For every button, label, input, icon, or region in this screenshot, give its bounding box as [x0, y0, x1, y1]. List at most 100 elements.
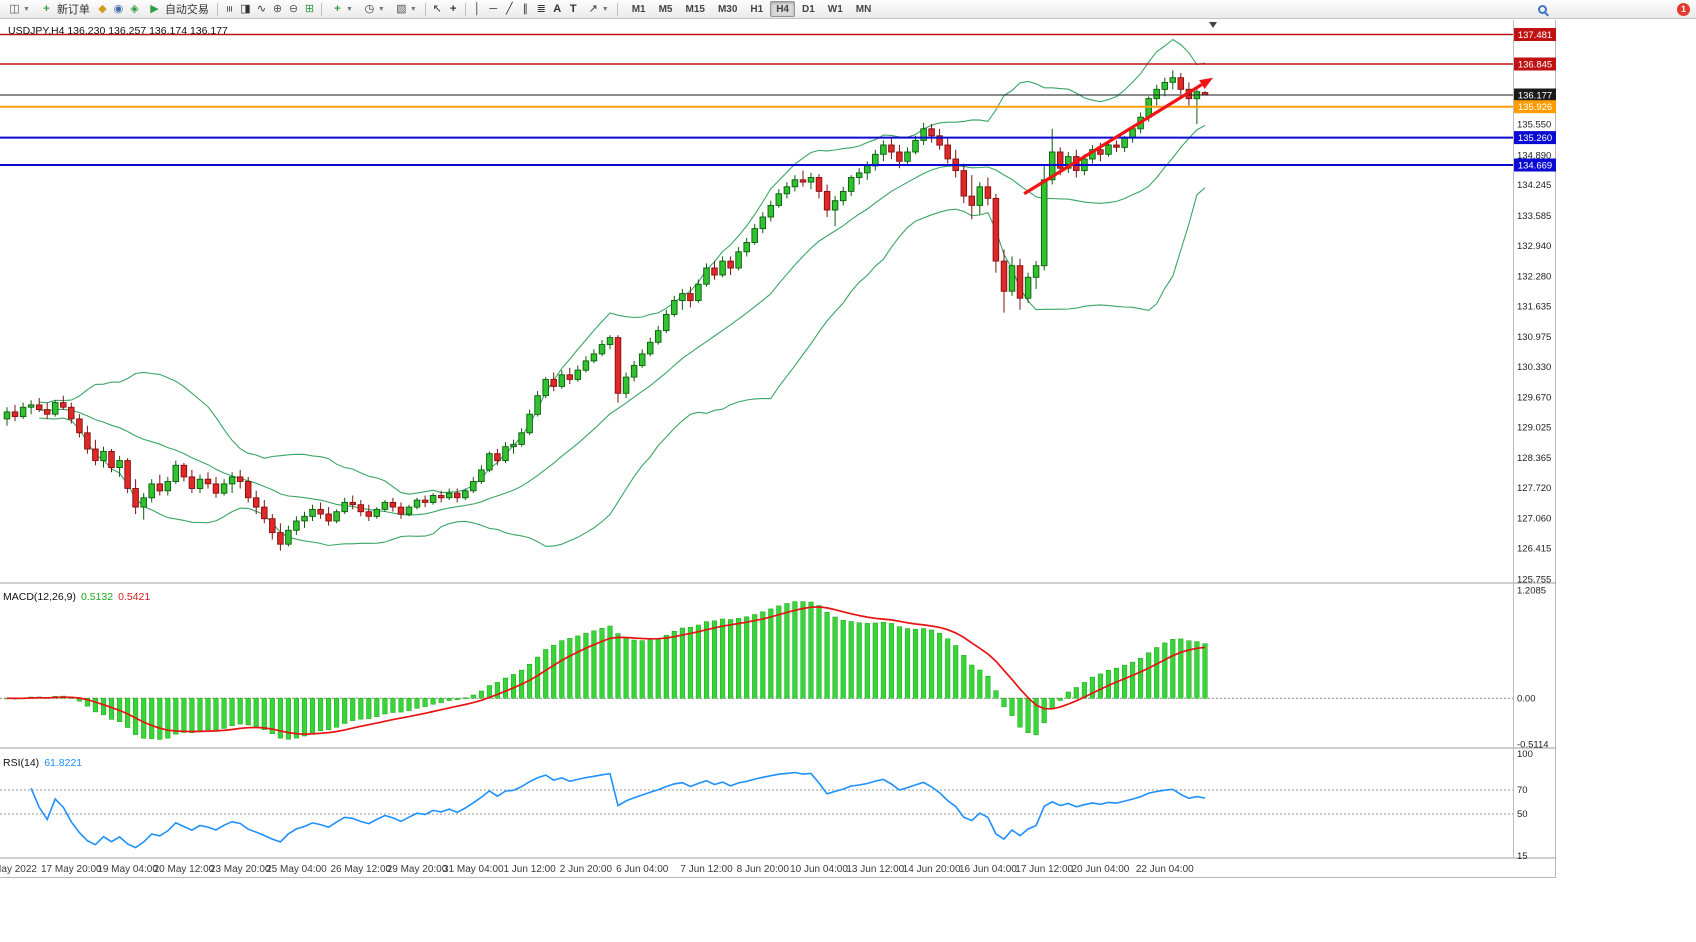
- zoom-out-icon[interactable]: ⊖: [288, 3, 299, 15]
- svg-text:20 Jun 04:00: 20 Jun 04:00: [1071, 864, 1129, 875]
- svg-text:137.481: 137.481: [1518, 30, 1552, 41]
- chart-menu-button[interactable]: ◫ ▼: [3, 1, 34, 18]
- svg-text:20 May 12:00: 20 May 12:00: [154, 864, 215, 875]
- svg-text:133.585: 133.585: [1517, 211, 1551, 222]
- toolbar-separator: [616, 2, 618, 16]
- templates-icon: ▨: [396, 3, 407, 15]
- arrow-objects-button[interactable]: ↗ ▼: [582, 1, 613, 18]
- timeframe-w1[interactable]: W1: [827, 4, 843, 15]
- svg-text:126.415: 126.415: [1517, 544, 1551, 555]
- data-window-icon[interactable]: ◉: [113, 3, 124, 15]
- price-axis[interactable]: 135.550 134.890 134.245 133.585 132.940 132.2…: [1514, 28, 1556, 585]
- timeframe-m15[interactable]: M15: [685, 4, 705, 15]
- periods-clock-icon: ◷: [364, 3, 375, 15]
- chart-shift-marker: [1209, 22, 1217, 28]
- price-badge: [1514, 28, 1556, 41]
- text-label-icon[interactable]: T: [569, 3, 577, 15]
- timeframe-d1[interactable]: D1: [802, 4, 815, 15]
- svg-text:-0.5114: -0.5114: [1517, 740, 1549, 751]
- add-indicator-icon: +: [334, 3, 341, 15]
- svg-text:132.940: 132.940: [1517, 241, 1551, 252]
- periods-button[interactable]: ◷ ▼: [358, 1, 389, 18]
- svg-text:130.330: 130.330: [1517, 362, 1551, 373]
- search-icon[interactable]: [1538, 4, 1547, 14]
- price-chart[interactable]: 135.550 134.890 134.245 133.585 132.940 132.2…: [0, 20, 1556, 878]
- candlestick-chart-icon[interactable]: ◨: [240, 3, 251, 15]
- line-chart-icon[interactable]: ∿: [256, 3, 267, 15]
- price-badge: [1514, 158, 1556, 172]
- notification-badge[interactable]: 1: [1677, 2, 1690, 16]
- cursor-icon[interactable]: ↖: [432, 3, 442, 15]
- market-watch-icon[interactable]: ◆: [98, 3, 107, 15]
- chevron-down-icon: ▼: [601, 5, 609, 13]
- add-indicator-button[interactable]: + ▼: [326, 1, 357, 18]
- toolbar-right: 1: [1538, 2, 1693, 16]
- price-badge: [1514, 131, 1556, 145]
- new-order-icon: +: [43, 3, 50, 15]
- svg-text:129.025: 129.025: [1517, 423, 1551, 434]
- svg-text:29 May 20:00: 29 May 20:00: [387, 864, 448, 875]
- timeframe-toolbar: M1 M5 M15 M30 H1 H4 D1 W1 MN: [626, 1, 878, 17]
- new-order-label: 新订单: [56, 4, 90, 16]
- timeframe-m30[interactable]: M30: [717, 4, 738, 15]
- trendline-icon[interactable]: ╱: [505, 3, 513, 15]
- svg-text:135.260: 135.260: [1518, 133, 1552, 144]
- timeframe-h4[interactable]: H4: [770, 1, 795, 17]
- candles[interactable]: [3, 70, 1209, 551]
- price-badge: [1514, 100, 1556, 114]
- chevron-down-icon: ▼: [23, 5, 30, 13]
- svg-text:134.669: 134.669: [1518, 161, 1552, 172]
- svg-text:135.550: 135.550: [1517, 120, 1551, 131]
- vertical-line-icon[interactable]: │: [473, 3, 481, 15]
- svg-text:50: 50: [1517, 809, 1528, 820]
- timeframe-m5[interactable]: M5: [658, 4, 673, 15]
- svg-text:132.280: 132.280: [1517, 271, 1551, 282]
- text-icon[interactable]: A: [553, 3, 562, 15]
- svg-text:31 May 04:00: 31 May 04:00: [443, 864, 504, 875]
- svg-text:125.755: 125.755: [1517, 574, 1551, 585]
- timeframe-h1[interactable]: H1: [750, 4, 764, 15]
- svg-text:May 2022: May 2022: [0, 864, 37, 875]
- chevron-down-icon: ▼: [409, 5, 417, 13]
- timeframe-mn[interactable]: MN: [855, 4, 872, 15]
- svg-text:25 May 04:00: 25 May 04:00: [266, 864, 327, 875]
- horizontal-line-icon[interactable]: ─: [489, 3, 498, 15]
- templates-button[interactable]: ▨ ▼: [390, 1, 421, 18]
- svg-text:19 May 04:00: 19 May 04:00: [97, 864, 158, 875]
- svg-text:2 Jun 20:00: 2 Jun 20:00: [560, 864, 613, 875]
- toolbar-separator: [424, 2, 426, 16]
- svg-text:13 Jun 12:00: 13 Jun 12:00: [846, 864, 904, 875]
- svg-text:0.00: 0.00: [1517, 694, 1536, 705]
- bar-chart-icon[interactable]: ≡: [223, 5, 236, 13]
- svg-text:130.975: 130.975: [1517, 332, 1551, 343]
- zoom-in-icon[interactable]: ⊕: [272, 3, 283, 15]
- auto-trading-icon: ▶: [150, 3, 159, 15]
- macd-panel[interactable]: 1.2085 0.00 -0.5114: [0, 586, 1549, 751]
- svg-text:8 Jun 20:00: 8 Jun 20:00: [737, 864, 790, 875]
- svg-text:1 Jun 12:00: 1 Jun 12:00: [503, 864, 556, 875]
- svg-text:6 Jun 04:00: 6 Jun 04:00: [616, 864, 669, 875]
- trend-arrow[interactable]: [1023, 77, 1213, 196]
- timeframe-m1[interactable]: M1: [631, 4, 646, 15]
- navigator-icon[interactable]: ◈: [130, 3, 139, 15]
- new-order-button[interactable]: + 新订单: [35, 1, 94, 18]
- tile-windows-icon[interactable]: ⊞: [304, 3, 315, 15]
- svg-text:136.845: 136.845: [1518, 60, 1552, 71]
- svg-text:134.245: 134.245: [1517, 180, 1551, 191]
- fibonacci-icon[interactable]: ≣: [536, 3, 546, 15]
- svg-text:135.926: 135.926: [1518, 102, 1552, 113]
- chevron-down-icon: ▼: [345, 5, 353, 13]
- rsi-panel[interactable]: 100 70 50 15: [0, 749, 1533, 862]
- svg-text:16 Jun 04:00: 16 Jun 04:00: [959, 864, 1017, 875]
- svg-text:10 Jun 04:00: 10 Jun 04:00: [790, 864, 848, 875]
- auto-trading-label: 自动交易: [164, 4, 209, 16]
- panel-frame: [0, 20, 1556, 859]
- auto-trading-button[interactable]: ▶ 自动交易: [143, 1, 213, 18]
- svg-text:15: 15: [1517, 851, 1528, 862]
- chart-window: 135.550 134.890 134.245 133.585 132.940 132.2…: [0, 20, 1556, 878]
- equidistant-channel-icon[interactable]: ∥: [522, 3, 529, 15]
- crosshair-icon[interactable]: +: [450, 3, 457, 15]
- price-line-objects[interactable]: [0, 33, 1513, 166]
